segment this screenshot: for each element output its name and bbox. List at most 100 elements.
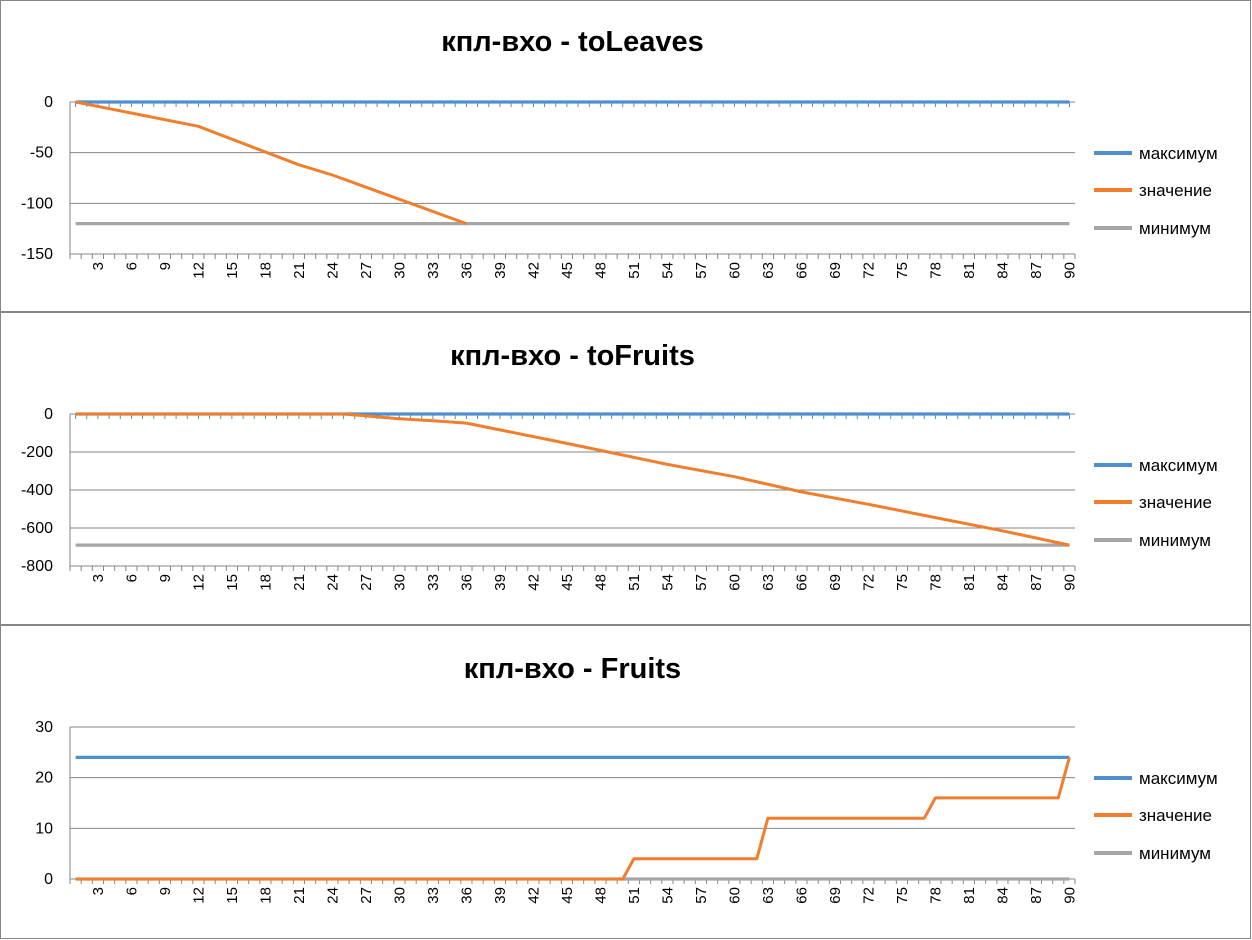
x-tick-label: 21	[291, 574, 308, 591]
x-tick-label: 21	[291, 887, 308, 904]
x-tick-label: 27	[358, 574, 375, 591]
x-tick-label: 3	[90, 574, 107, 582]
x-tick-label: 75	[894, 574, 911, 591]
x-tick-label: 24	[324, 262, 341, 279]
chart-title: кпл-вхо - toFruits	[450, 340, 695, 372]
x-tick-label: 90	[1061, 887, 1078, 904]
x-tick-label: 51	[626, 887, 643, 904]
x-tick-label: 15	[224, 887, 241, 904]
x-tick-label: 69	[827, 262, 844, 279]
x-tick-label: 6	[123, 887, 140, 895]
x-tick-label: 24	[324, 887, 341, 904]
legend-label-value: значение	[1139, 493, 1212, 512]
chart-title: кпл-вхо - Fruits	[464, 653, 681, 685]
x-tick-label: 51	[626, 574, 643, 591]
legend-label-value: значение	[1139, 806, 1212, 825]
chart-panel-toleaves: кпл-вхо - toLeaves 0 -50 -100 -150 3 6 9 12 15 18 2…	[0, 0, 1251, 312]
x-tick-label: 57	[693, 887, 710, 904]
y-tick-label: 0	[44, 406, 53, 423]
x-tick-label: 30	[391, 262, 408, 279]
x-tick-label: 33	[425, 574, 442, 591]
x-tick-label: 81	[961, 574, 978, 591]
x-tick-label: 36	[458, 887, 475, 904]
legend-label-min: минимум	[1139, 219, 1211, 238]
y-tick-label: 30	[35, 719, 53, 736]
x-tick-label: 48	[592, 574, 609, 591]
x-tick-label: 39	[492, 262, 509, 279]
x-tick-label: 75	[894, 887, 911, 904]
x-tick-label: 72	[860, 887, 877, 904]
x-tick-label: 69	[827, 887, 844, 904]
x-tick-label: 78	[927, 574, 944, 591]
x-tick-label: 90	[1061, 574, 1078, 591]
x-tick-label: 18	[257, 574, 274, 591]
x-tick-label: 84	[994, 262, 1011, 279]
x-tick-label: 18	[257, 262, 274, 279]
x-tick-label: 42	[525, 262, 542, 279]
x-tick-label: 30	[391, 574, 408, 591]
x-tick-label: 3	[90, 887, 107, 895]
x-tick-label: 69	[827, 574, 844, 591]
x-tick-label: 6	[123, 262, 140, 270]
x-tick-label: 27	[358, 887, 375, 904]
x-tick-label: 66	[793, 574, 810, 591]
x-tick-label: 39	[492, 887, 509, 904]
x-tick-label: 6	[123, 574, 140, 582]
series-line-value	[75, 757, 1071, 881]
chart-title: кпл-вхо - toLeaves	[441, 26, 704, 58]
x-tick-label: 72	[860, 262, 877, 279]
x-tick-label: 84	[994, 574, 1011, 591]
y-tick-label: -100	[21, 195, 53, 212]
legend-label-min: минимум	[1139, 531, 1211, 550]
x-tick-label: 9	[157, 262, 174, 270]
x-tick-label: 54	[659, 262, 676, 279]
x-tick-label: 51	[626, 262, 643, 279]
x-tick-label: 54	[659, 574, 676, 591]
x-tick-label: 48	[592, 887, 609, 904]
x-tick-label: 66	[793, 887, 810, 904]
legend-label-max: максимум	[1139, 144, 1218, 163]
y-tick-label: -600	[21, 520, 53, 537]
y-tick-label: 20	[35, 770, 53, 787]
legend-label-min: минимум	[1139, 844, 1211, 863]
x-tick-label: 12	[190, 887, 207, 904]
x-tick-label: 60	[726, 262, 743, 279]
legend-label-value: значение	[1139, 181, 1212, 200]
x-tick-label: 9	[157, 887, 174, 895]
x-tick-label: 45	[559, 887, 576, 904]
x-tick-label: 87	[1028, 574, 1045, 591]
x-tick-label: 15	[224, 262, 241, 279]
y-tick-label: 0	[44, 871, 53, 888]
series-line-value	[75, 100, 467, 226]
x-tick-label: 45	[559, 262, 576, 279]
series-line-value	[75, 412, 1070, 547]
x-tick-label: 48	[592, 262, 609, 279]
x-tick-label: 57	[693, 574, 710, 591]
x-tick-label: 63	[760, 887, 777, 904]
y-tick-label: -400	[21, 482, 53, 499]
x-tick-label: 33	[425, 262, 442, 279]
x-tick-label: 36	[458, 262, 475, 279]
x-tick-label: 72	[860, 574, 877, 591]
x-tick-label: 12	[190, 574, 207, 591]
x-tick-label: 27	[358, 262, 375, 279]
x-tick-label: 78	[927, 887, 944, 904]
x-tick-label: 81	[961, 887, 978, 904]
x-tick-label: 87	[1028, 262, 1045, 279]
x-tick-label: 78	[927, 262, 944, 279]
x-tick-label: 9	[157, 574, 174, 582]
x-tick-label: 36	[458, 574, 475, 591]
x-tick-label: 39	[492, 574, 509, 591]
x-tick-label: 54	[659, 887, 676, 904]
x-tick-label: 84	[994, 887, 1011, 904]
legend-label-max: максимум	[1139, 769, 1218, 788]
x-tick-label: 75	[894, 262, 911, 279]
x-tick-label: 30	[391, 887, 408, 904]
x-tick-label: 57	[693, 262, 710, 279]
x-tick-label: 63	[760, 574, 777, 591]
x-tick-label: 12	[190, 262, 207, 279]
x-tick-label: 15	[224, 574, 241, 591]
x-tick-label: 87	[1028, 887, 1045, 904]
